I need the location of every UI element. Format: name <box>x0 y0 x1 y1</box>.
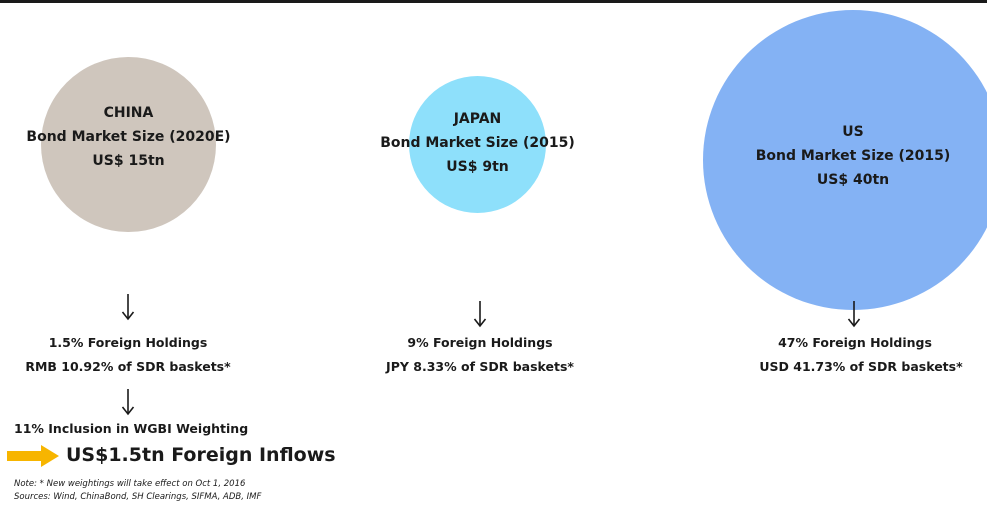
sources: Sources: Wind, ChinaBond, SH Clearings, … <box>14 492 262 502</box>
down-arrow-icon <box>121 294 135 321</box>
bubble-china: CHINA Bond Market Size (2020E) US$ 15tn <box>26 57 231 232</box>
bubble-size-japan: US$ 9tn <box>446 158 509 175</box>
sdr-weight-japan: JPY 8.33% of SDR baskets* <box>386 359 574 374</box>
foreign-holdings-japan: 9% Foreign Holdings <box>407 335 553 350</box>
top-rule <box>0 0 987 3</box>
bubble-label-china: Bond Market Size (2020E) <box>26 128 231 145</box>
sdr-weight-us: USD 41.73% of SDR baskets* <box>759 359 963 374</box>
bubble-country-us: US <box>842 124 864 140</box>
bubble-label-japan: Bond Market Size (2015) <box>380 134 575 151</box>
bubble-country-japan: JAPAN <box>453 110 502 127</box>
sdr-weight-china: RMB 10.92% of SDR baskets* <box>25 359 231 374</box>
bubble-country-china: CHINA <box>103 104 154 121</box>
bubble-label-us: Bond Market Size (2015) <box>755 148 951 164</box>
wgbi-inclusion: 11% Inclusion in WGBI Weighting <box>14 421 249 436</box>
foreign-holdings-china: 1.5% Foreign Holdings <box>48 335 208 350</box>
down-arrow-icon <box>121 389 135 416</box>
bubble-size-china: US$ 15tn <box>92 152 165 169</box>
bubble-us: US Bond Market Size (2015) US$ 40tn <box>703 10 987 310</box>
down-arrow-icon <box>473 301 487 328</box>
foreign-holdings-us: 47% Foreign Holdings <box>778 335 932 350</box>
right-arrow-icon <box>7 445 59 467</box>
foreign-inflows: US$1.5tn Foreign Inflows <box>66 444 336 466</box>
bubble-size-us: US$ 40tn <box>816 172 890 188</box>
footnote: Note: * New weightings will take effect … <box>14 479 246 489</box>
down-arrow-icon <box>847 301 861 328</box>
bubble-japan: JAPAN Bond Market Size (2015) US$ 9tn <box>380 76 575 213</box>
